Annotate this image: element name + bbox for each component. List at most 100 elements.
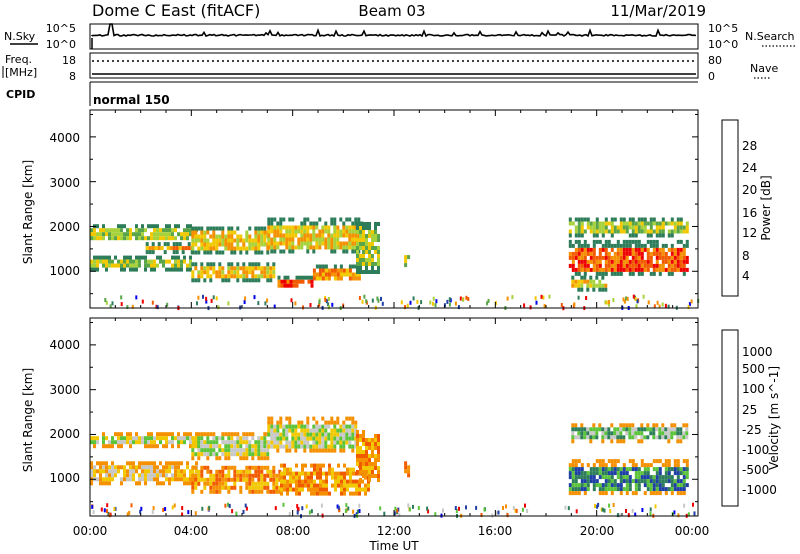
vel-cell-227: [171, 473, 174, 478]
vel-cell-714: [327, 424, 331, 429]
vel-cell-1433: [667, 439, 671, 444]
power-cell-826: [365, 262, 368, 266]
power-cell-328: [236, 242, 240, 247]
vel-cell-36: [129, 444, 132, 449]
vel-cell-223: [168, 477, 171, 482]
vel-ground-cell-118: [337, 505, 340, 510]
power-cell-992: [619, 243, 623, 248]
power-cell-62: [150, 232, 153, 237]
x-tick-0000: 00:00: [73, 524, 108, 538]
power-cell-1007: [622, 267, 626, 272]
power-cell-1192: [598, 221, 602, 226]
vel-cell-226: [171, 465, 174, 470]
power-y-tick-4000: 4000: [49, 131, 80, 145]
vel-cell-1373: [616, 435, 620, 440]
vel-cell-577: [267, 440, 271, 445]
freq-label-line1: Freq.: [5, 53, 32, 66]
vel-cell-1293: [676, 467, 680, 472]
vel-cell-1060: [571, 491, 575, 496]
vel-cell-893: [334, 475, 337, 480]
vel-cell-744: [339, 436, 343, 441]
vel-cell-642: [297, 424, 301, 429]
vel-cell-503: [245, 473, 249, 478]
vel-cell-633: [291, 444, 295, 449]
power-ground-cell-132: [612, 298, 615, 303]
power-cell-517: [279, 229, 283, 234]
power-cell-1048: [637, 271, 641, 276]
power-cell-603: [318, 237, 322, 242]
vel-cell-828: [301, 467, 304, 472]
power-cell-149: [129, 255, 132, 260]
power-ground-cell-103: [371, 298, 374, 303]
vel-cell-755: [342, 448, 346, 453]
vel-cell-930: [352, 491, 355, 496]
power-cell-558: [297, 245, 301, 250]
power-cell-532: [285, 241, 289, 246]
vel-cell-252: [189, 473, 192, 478]
power-cell-22: [111, 228, 114, 233]
power-cell-765: [342, 268, 346, 273]
power-cell-1158: [568, 229, 572, 234]
vel-cell-914: [343, 491, 346, 496]
vel-cell-1300: [679, 467, 683, 472]
vel-cell-654: [303, 424, 307, 429]
vel-cell-894: [334, 479, 337, 484]
power-cell-256: [197, 246, 201, 251]
vel-cell-332: [227, 444, 231, 449]
power-cell-105: [189, 232, 192, 237]
power-cell-1002: [622, 247, 626, 252]
power-ground-cell-65: [318, 300, 321, 304]
power-cell-453: [251, 266, 255, 271]
vel-cell-1345: [592, 423, 596, 428]
vel-cell-1175: [622, 475, 626, 480]
power-cell-504: [273, 237, 277, 242]
power-cell-912: [583, 263, 587, 268]
power-cell-624: [330, 221, 334, 226]
vel-cell-1318: [685, 475, 689, 480]
power-cell-1030: [631, 267, 635, 272]
vel-cell-453: [215, 473, 219, 478]
vel-cell-569: [278, 477, 282, 482]
power-cell-787: [356, 242, 359, 246]
vel-ground-cell-131: [627, 513, 630, 518]
power-cell-536: [288, 229, 292, 234]
power-cell-644: [336, 245, 340, 250]
power-cell-1078: [652, 247, 656, 252]
vel-cell-169: [135, 469, 138, 474]
vel-cell-1025: [374, 462, 377, 466]
vel-cell-85: [180, 440, 183, 445]
power-cell-1185: [592, 229, 596, 234]
power-cell-643: [336, 241, 340, 246]
power-ground-cell-95: [625, 296, 628, 301]
vel-cell-889: [331, 471, 334, 476]
vel-cell-234: [177, 461, 180, 466]
power-cell-147: [126, 259, 129, 264]
vel-cell-517: [251, 481, 255, 486]
vel-cell-941: [358, 491, 361, 496]
vel-cell-1223: [646, 467, 650, 472]
vel-cell-1164: [616, 487, 620, 492]
vel-cell-801: [286, 483, 289, 488]
power-cell-1316: [589, 275, 593, 280]
power-cell-1059: [643, 259, 647, 264]
vel-cell-46: [144, 436, 147, 441]
power-cell-1181: [589, 225, 593, 230]
vel-cell-166: [132, 473, 135, 478]
vel-cell-467: [221, 477, 225, 482]
power-cell-1156: [568, 217, 572, 222]
power-cell-544: [291, 229, 295, 234]
vel-cell-273: [197, 432, 201, 437]
power-cell-248: [194, 230, 198, 235]
power-cell-332: [239, 246, 243, 251]
vel-cell-686: [315, 436, 319, 441]
vel-cell-671: [309, 436, 313, 441]
vel-cell-1112: [598, 459, 602, 464]
vel-ground-cell-124: [398, 512, 401, 517]
power-cell-890: [577, 239, 581, 244]
vel-cell-1020: [374, 438, 377, 442]
power-cell-938: [595, 267, 599, 272]
vel-cell-835: [304, 475, 307, 480]
power-cell-218: [157, 246, 161, 251]
vel-cell-1371: [616, 427, 620, 432]
vel-cell-206: [156, 481, 159, 486]
